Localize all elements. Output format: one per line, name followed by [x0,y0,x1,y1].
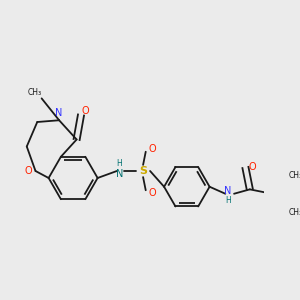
Text: CH₃: CH₃ [28,88,42,97]
Text: O: O [249,163,256,172]
Text: O: O [148,188,156,198]
Text: N: N [224,186,232,196]
Text: O: O [148,144,156,154]
Text: H: H [225,196,231,205]
Text: N: N [56,108,63,118]
Text: S: S [139,166,147,176]
Text: CH₃: CH₃ [289,171,300,180]
Text: CH₃: CH₃ [289,208,300,217]
Text: O: O [25,166,32,176]
Text: N: N [116,169,123,178]
Text: O: O [82,106,89,116]
Text: H: H [117,160,122,169]
